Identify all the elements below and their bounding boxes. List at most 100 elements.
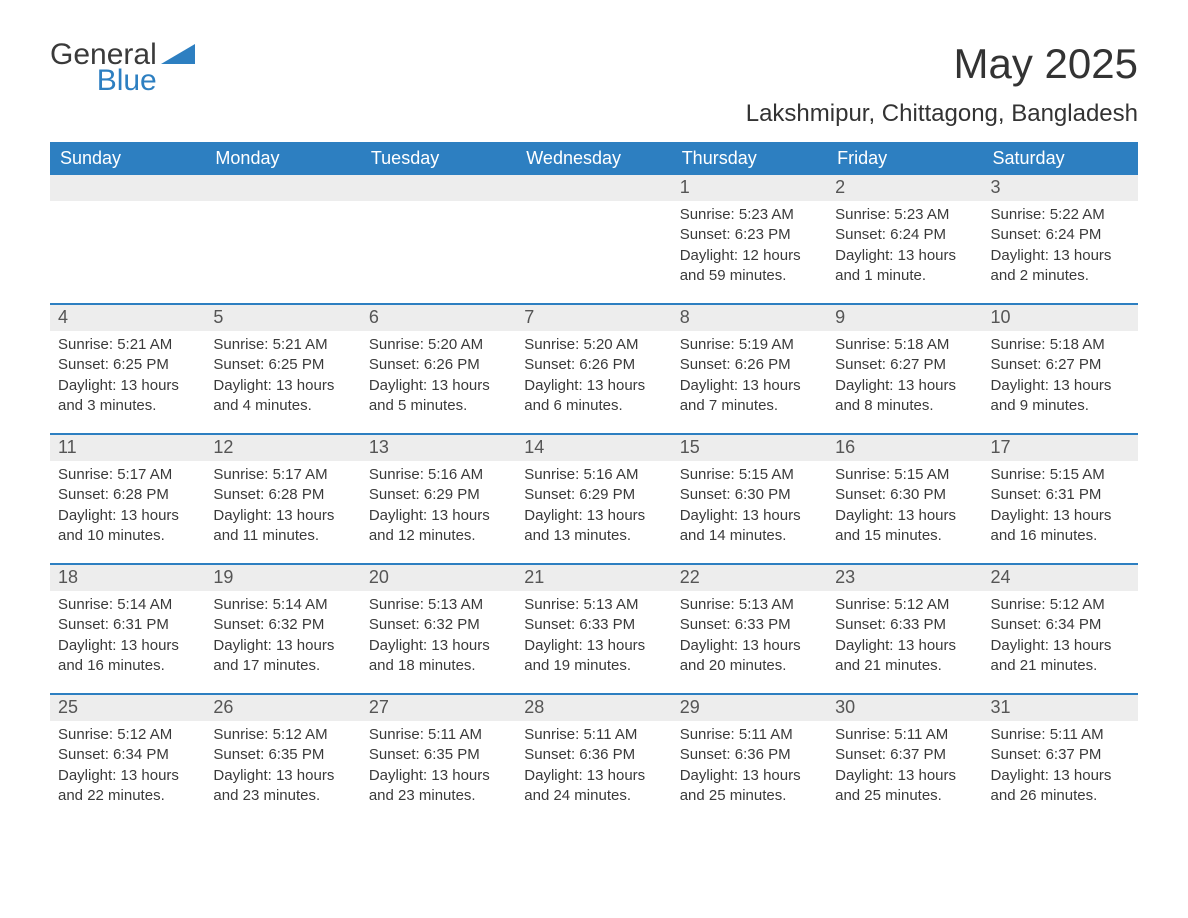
day-number: 3 bbox=[983, 175, 1138, 201]
day-cell: 20Sunrise: 5:13 AMSunset: 6:32 PMDayligh… bbox=[361, 565, 516, 693]
sunrise-text: Sunrise: 5:18 AM bbox=[991, 335, 1130, 355]
day-number: 6 bbox=[361, 305, 516, 331]
day-number: 31 bbox=[983, 695, 1138, 721]
day-cell: 28Sunrise: 5:11 AMSunset: 6:36 PMDayligh… bbox=[516, 695, 671, 823]
sunset-text: Sunset: 6:29 PM bbox=[524, 485, 663, 505]
day-number: 13 bbox=[361, 435, 516, 461]
day-body: Sunrise: 5:14 AMSunset: 6:31 PMDaylight:… bbox=[50, 591, 205, 684]
weekday-header-row: SundayMondayTuesdayWednesdayThursdayFrid… bbox=[50, 142, 1138, 175]
day-cell: 29Sunrise: 5:11 AMSunset: 6:36 PMDayligh… bbox=[672, 695, 827, 823]
sunset-text: Sunset: 6:26 PM bbox=[680, 355, 819, 375]
daylight-text: Daylight: 13 hours and 12 minutes. bbox=[369, 506, 508, 547]
day-number: 16 bbox=[827, 435, 982, 461]
daylight-text: Daylight: 13 hours and 22 minutes. bbox=[58, 766, 197, 807]
week-row: 4Sunrise: 5:21 AMSunset: 6:25 PMDaylight… bbox=[50, 303, 1138, 433]
sunset-text: Sunset: 6:28 PM bbox=[213, 485, 352, 505]
daylight-text: Daylight: 12 hours and 59 minutes. bbox=[680, 246, 819, 287]
sunrise-text: Sunrise: 5:23 AM bbox=[680, 205, 819, 225]
day-body: Sunrise: 5:21 AMSunset: 6:25 PMDaylight:… bbox=[50, 331, 205, 424]
day-number: 8 bbox=[672, 305, 827, 331]
week-row: 25Sunrise: 5:12 AMSunset: 6:34 PMDayligh… bbox=[50, 693, 1138, 823]
day-number bbox=[205, 175, 360, 201]
day-number: 20 bbox=[361, 565, 516, 591]
day-number bbox=[516, 175, 671, 201]
week-row: 1Sunrise: 5:23 AMSunset: 6:23 PMDaylight… bbox=[50, 175, 1138, 303]
day-cell: 10Sunrise: 5:18 AMSunset: 6:27 PMDayligh… bbox=[983, 305, 1138, 433]
day-number: 17 bbox=[983, 435, 1138, 461]
location-subtitle: Lakshmipur, Chittagong, Bangladesh bbox=[746, 100, 1138, 128]
day-body: Sunrise: 5:23 AMSunset: 6:23 PMDaylight:… bbox=[672, 201, 827, 294]
sunrise-text: Sunrise: 5:13 AM bbox=[680, 595, 819, 615]
day-body: Sunrise: 5:13 AMSunset: 6:33 PMDaylight:… bbox=[516, 591, 671, 684]
day-cell: 22Sunrise: 5:13 AMSunset: 6:33 PMDayligh… bbox=[672, 565, 827, 693]
sunrise-text: Sunrise: 5:14 AM bbox=[58, 595, 197, 615]
day-cell: 16Sunrise: 5:15 AMSunset: 6:30 PMDayligh… bbox=[827, 435, 982, 563]
day-cell: 13Sunrise: 5:16 AMSunset: 6:29 PMDayligh… bbox=[361, 435, 516, 563]
day-number bbox=[50, 175, 205, 201]
day-body: Sunrise: 5:11 AMSunset: 6:36 PMDaylight:… bbox=[516, 721, 671, 814]
daylight-text: Daylight: 13 hours and 9 minutes. bbox=[991, 376, 1130, 417]
day-cell bbox=[50, 175, 205, 303]
sunset-text: Sunset: 6:33 PM bbox=[835, 615, 974, 635]
day-number: 19 bbox=[205, 565, 360, 591]
day-cell: 18Sunrise: 5:14 AMSunset: 6:31 PMDayligh… bbox=[50, 565, 205, 693]
weekday-header: Saturday bbox=[983, 142, 1138, 175]
month-title: May 2025 bbox=[746, 40, 1138, 88]
day-cell: 23Sunrise: 5:12 AMSunset: 6:33 PMDayligh… bbox=[827, 565, 982, 693]
weekday-header: Tuesday bbox=[361, 142, 516, 175]
week-row: 18Sunrise: 5:14 AMSunset: 6:31 PMDayligh… bbox=[50, 563, 1138, 693]
logo-text-block: General Blue bbox=[50, 40, 157, 96]
weekday-header: Monday bbox=[205, 142, 360, 175]
sunset-text: Sunset: 6:28 PM bbox=[58, 485, 197, 505]
sunrise-text: Sunrise: 5:11 AM bbox=[680, 725, 819, 745]
daylight-text: Daylight: 13 hours and 21 minutes. bbox=[991, 636, 1130, 677]
day-cell: 25Sunrise: 5:12 AMSunset: 6:34 PMDayligh… bbox=[50, 695, 205, 823]
sunset-text: Sunset: 6:26 PM bbox=[369, 355, 508, 375]
sunset-text: Sunset: 6:24 PM bbox=[991, 225, 1130, 245]
sunset-text: Sunset: 6:23 PM bbox=[680, 225, 819, 245]
daylight-text: Daylight: 13 hours and 15 minutes. bbox=[835, 506, 974, 547]
daylight-text: Daylight: 13 hours and 6 minutes. bbox=[524, 376, 663, 417]
daylight-text: Daylight: 13 hours and 17 minutes. bbox=[213, 636, 352, 677]
day-number: 26 bbox=[205, 695, 360, 721]
day-cell: 27Sunrise: 5:11 AMSunset: 6:35 PMDayligh… bbox=[361, 695, 516, 823]
sunrise-text: Sunrise: 5:21 AM bbox=[213, 335, 352, 355]
day-number: 15 bbox=[672, 435, 827, 461]
day-body: Sunrise: 5:17 AMSunset: 6:28 PMDaylight:… bbox=[205, 461, 360, 554]
logo-triangle-icon bbox=[161, 40, 195, 64]
sunset-text: Sunset: 6:32 PM bbox=[369, 615, 508, 635]
sunrise-text: Sunrise: 5:23 AM bbox=[835, 205, 974, 225]
day-body: Sunrise: 5:19 AMSunset: 6:26 PMDaylight:… bbox=[672, 331, 827, 424]
sunrise-text: Sunrise: 5:11 AM bbox=[524, 725, 663, 745]
sunset-text: Sunset: 6:30 PM bbox=[835, 485, 974, 505]
sunset-text: Sunset: 6:25 PM bbox=[58, 355, 197, 375]
day-body: Sunrise: 5:12 AMSunset: 6:35 PMDaylight:… bbox=[205, 721, 360, 814]
weekday-header: Friday bbox=[827, 142, 982, 175]
sunset-text: Sunset: 6:37 PM bbox=[835, 745, 974, 765]
sunset-text: Sunset: 6:30 PM bbox=[680, 485, 819, 505]
day-cell: 11Sunrise: 5:17 AMSunset: 6:28 PMDayligh… bbox=[50, 435, 205, 563]
day-cell: 24Sunrise: 5:12 AMSunset: 6:34 PMDayligh… bbox=[983, 565, 1138, 693]
day-number: 11 bbox=[50, 435, 205, 461]
sunrise-text: Sunrise: 5:12 AM bbox=[835, 595, 974, 615]
day-body: Sunrise: 5:14 AMSunset: 6:32 PMDaylight:… bbox=[205, 591, 360, 684]
day-cell bbox=[516, 175, 671, 303]
day-body: Sunrise: 5:11 AMSunset: 6:37 PMDaylight:… bbox=[983, 721, 1138, 814]
day-body: Sunrise: 5:16 AMSunset: 6:29 PMDaylight:… bbox=[516, 461, 671, 554]
sunrise-text: Sunrise: 5:15 AM bbox=[991, 465, 1130, 485]
day-body: Sunrise: 5:15 AMSunset: 6:30 PMDaylight:… bbox=[672, 461, 827, 554]
daylight-text: Daylight: 13 hours and 10 minutes. bbox=[58, 506, 197, 547]
daylight-text: Daylight: 13 hours and 4 minutes. bbox=[213, 376, 352, 417]
day-cell: 21Sunrise: 5:13 AMSunset: 6:33 PMDayligh… bbox=[516, 565, 671, 693]
day-body: Sunrise: 5:11 AMSunset: 6:35 PMDaylight:… bbox=[361, 721, 516, 814]
daylight-text: Daylight: 13 hours and 1 minute. bbox=[835, 246, 974, 287]
daylight-text: Daylight: 13 hours and 8 minutes. bbox=[835, 376, 974, 417]
sunrise-text: Sunrise: 5:12 AM bbox=[213, 725, 352, 745]
day-body: Sunrise: 5:12 AMSunset: 6:34 PMDaylight:… bbox=[983, 591, 1138, 684]
day-cell: 19Sunrise: 5:14 AMSunset: 6:32 PMDayligh… bbox=[205, 565, 360, 693]
sunrise-text: Sunrise: 5:15 AM bbox=[680, 465, 819, 485]
sunrise-text: Sunrise: 5:13 AM bbox=[369, 595, 508, 615]
daylight-text: Daylight: 13 hours and 7 minutes. bbox=[680, 376, 819, 417]
sunrise-text: Sunrise: 5:12 AM bbox=[991, 595, 1130, 615]
day-body: Sunrise: 5:21 AMSunset: 6:25 PMDaylight:… bbox=[205, 331, 360, 424]
